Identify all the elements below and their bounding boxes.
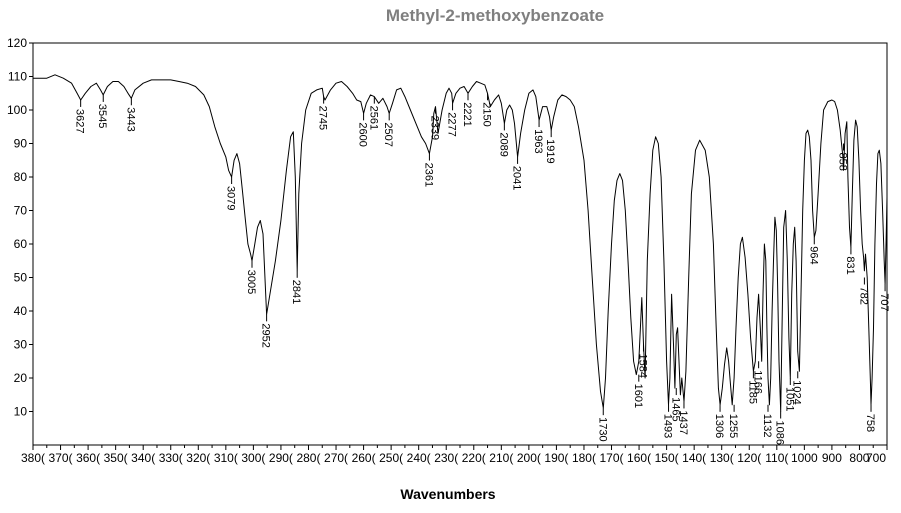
x-tick-label: 260( [352, 451, 376, 465]
x-tick-label: 120( [737, 451, 761, 465]
peak-label: 1166 [752, 370, 764, 394]
x-tick-label: 290( [269, 451, 293, 465]
peak-label: 2561 [367, 106, 379, 130]
peak-label: 1919 [544, 139, 556, 163]
x-tick-label: 300( [241, 451, 265, 465]
peak-label: 1185 [746, 380, 758, 404]
x-tick-label: 210( [489, 451, 513, 465]
peak-label: 758 [864, 414, 876, 432]
peak-label: 3079 [225, 186, 237, 210]
x-tick-label: 800 [849, 451, 869, 465]
y-tick-label: 10 [14, 405, 28, 419]
chart-title: Methyl-2-methoxybenzoate [385, 6, 605, 25]
x-tick-label: 190( [544, 451, 568, 465]
peak-label: 2841 [290, 280, 302, 304]
y-tick-label: 50 [14, 271, 28, 285]
peak-label: 2089 [497, 132, 509, 156]
peak-label: 1255 [727, 414, 739, 438]
y-tick-label: 60 [14, 237, 28, 251]
y-tick-label: 110 [8, 70, 27, 84]
x-tick-label: 340( [131, 451, 155, 465]
y-tick-label: 80 [14, 170, 28, 184]
peak-label: 3005 [245, 270, 257, 294]
x-tick-label: 110( [765, 451, 788, 465]
peak-label: 3443 [124, 107, 136, 131]
peak-label: 2952 [260, 323, 272, 347]
peak-label: 2277 [446, 112, 458, 136]
ir-spectrum-chart: 10 20 30 40 50 60 70 80 90 100 110 120 380( 370(360(… [7, 36, 890, 465]
x-tick-label: 370( [49, 451, 73, 465]
spectrum-line [33, 74, 888, 412]
x-tick-label: 380( [21, 451, 45, 465]
y-tick-label: 120 [7, 36, 27, 50]
x-tick-label: 1000 [791, 451, 818, 465]
x-axis: 380( 370(360( 350(340( 330(320( 310(300( 290(… [21, 445, 888, 465]
y-tick-label: 100 [7, 103, 27, 117]
peak-label: 1051 [783, 387, 795, 411]
peak-label: 1437 [677, 410, 689, 434]
x-tick-label: 140( [682, 451, 706, 465]
x-tick-label: 700 [866, 451, 886, 465]
x-tick-label: 250( [379, 451, 403, 465]
peak-label: 964 [807, 246, 819, 264]
x-tick-label: 180( [572, 451, 596, 465]
x-tick-label: 310( [214, 451, 238, 465]
y-axis: 10 20 30 40 50 60 70 80 90 100 110 120 [7, 36, 33, 419]
peak-label: 1730 [596, 417, 608, 441]
peak-label: 3545 [96, 104, 108, 128]
y-tick-label: 70 [14, 204, 28, 218]
peak-label: 2041 [511, 166, 523, 190]
peak-label: 1963 [532, 129, 544, 153]
peak-label: 1306 [713, 414, 725, 438]
peak-label: 831 [844, 256, 856, 274]
peak-label: 2361 [422, 163, 434, 187]
peak-label: 1465 [669, 397, 681, 421]
peak-label: 1584 [637, 354, 649, 378]
y-tick-label: 30 [14, 338, 28, 352]
x-tick-label: 200( [517, 451, 541, 465]
x-tick-label: 280( [296, 451, 320, 465]
y-tick-label: 20 [14, 371, 28, 385]
peak-label: 2745 [317, 106, 329, 130]
peak-label: 1024 [791, 380, 803, 404]
peak-label: 1493 [662, 414, 674, 438]
peak-label: 2150 [481, 102, 493, 126]
x-tick-label: 220( [462, 451, 486, 465]
x-tick-label: 230( [434, 451, 458, 465]
series-layer [33, 74, 888, 412]
peak-label: 2600 [357, 122, 369, 146]
x-tick-label: 240( [407, 451, 431, 465]
x-tick-label: 350( [104, 451, 128, 465]
peak-label: 1086 [774, 421, 786, 445]
x-tick-label: 270( [324, 451, 348, 465]
x-axis-label: Wavenumbers [400, 486, 496, 502]
peak-label-layer: 3627 3545 3443 3079 3005 2952 2841 2745 26002561… [74, 93, 890, 445]
x-tick-label: 360( [76, 451, 100, 465]
y-tick-label: 40 [14, 304, 28, 318]
x-tick-label: 160( [627, 451, 651, 465]
peak-label: 2339 [429, 116, 441, 140]
y-tick-label: 90 [14, 137, 28, 151]
x-tick-label: 130( [710, 451, 734, 465]
x-tick-label: 320( [186, 451, 210, 465]
peak-label: 1132 [761, 414, 773, 438]
peak-label: 2221 [461, 102, 473, 126]
peak-label: 707 [878, 293, 890, 311]
x-tick-label: 900 [822, 451, 842, 465]
peak-label: 782 [857, 287, 869, 305]
peak-label: 2507 [382, 122, 394, 146]
peak-label: 3627 [74, 109, 86, 133]
x-tick-label: 330( [159, 451, 183, 465]
x-tick-label: 150( [655, 451, 679, 465]
peak-label: 858 [837, 153, 849, 171]
x-tick-label: 170( [600, 451, 624, 465]
peak-label: 1601 [632, 384, 644, 408]
